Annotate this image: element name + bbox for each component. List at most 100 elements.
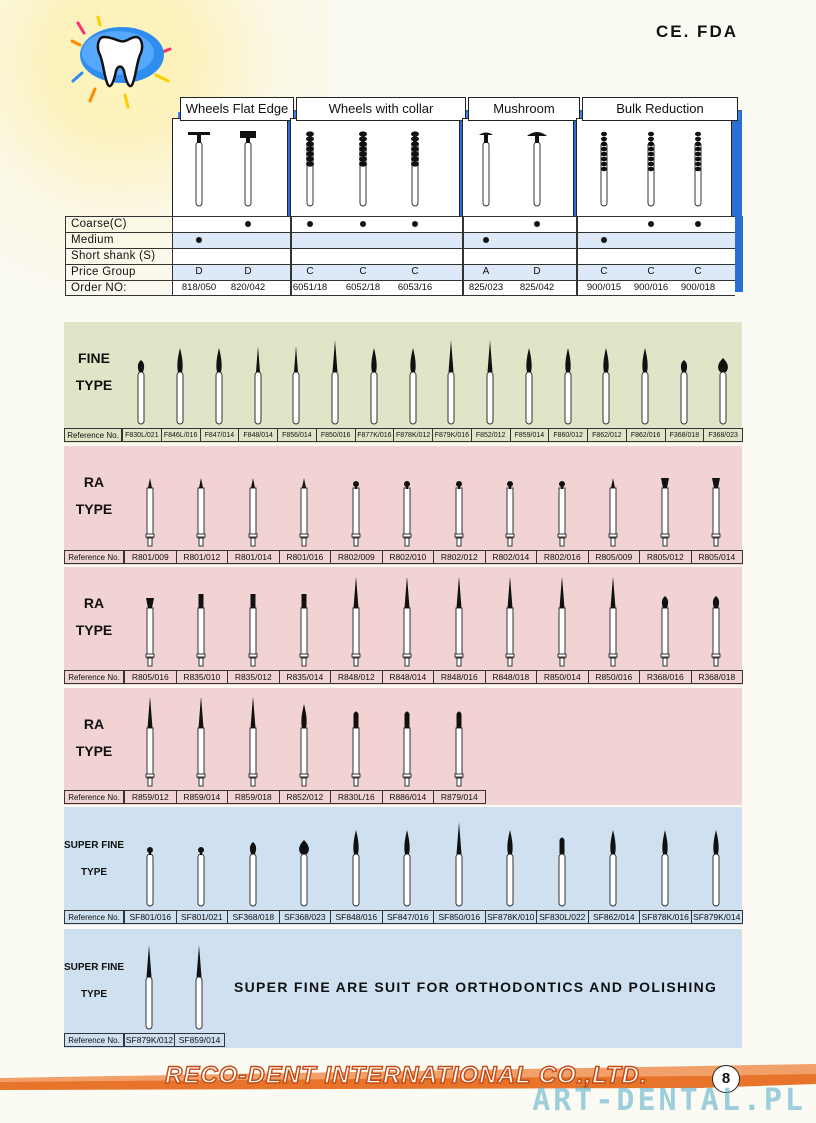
slogan-text: SUPER FINE ARE SUIT FOR ORTHODONTICS AND… xyxy=(234,979,718,995)
reference-cell: R852/012 xyxy=(278,790,331,804)
bur-icon xyxy=(525,348,533,425)
bur-panel: FINE TYPE Reference No. F830L/021 F846L/016 F… xyxy=(64,322,743,443)
bur-icon xyxy=(403,830,411,907)
reference-cell: F877K/016 xyxy=(354,428,395,442)
bur-tool-icon xyxy=(527,132,547,207)
reference-label: Reference No. xyxy=(64,550,124,564)
bur-icon xyxy=(717,358,728,425)
bur-panel: SUPER FINE TYPE Reference No. SF801/016 SF80… xyxy=(64,807,743,925)
bur-icon xyxy=(195,945,203,1030)
panel-type-subtitle: TYPE xyxy=(80,989,108,1000)
bur-tool-icon xyxy=(694,131,702,207)
reference-cell: F862/012 xyxy=(587,428,627,442)
panel-type-subtitle: TYPE xyxy=(75,377,113,393)
reference-cell: SF862/014 xyxy=(587,910,640,924)
reference-cell: F878K/012 xyxy=(393,428,433,442)
bur-icon xyxy=(505,578,515,667)
bur-icon xyxy=(145,598,155,667)
bur-icon xyxy=(145,478,155,547)
bur-icon xyxy=(299,594,309,667)
price-group-cell: C xyxy=(600,266,608,277)
reference-cell: SF878K/016 xyxy=(639,910,692,924)
reference-cell: R859/014 xyxy=(175,790,228,804)
coarse-dot xyxy=(245,221,251,227)
panel-type-subtitle: TYPE xyxy=(75,501,113,517)
order-number-cell: 900/018 xyxy=(680,282,716,293)
bur-panel: RA TYPE Reference No. R801/009 R801/012 R801/… xyxy=(64,446,743,565)
box-side-shade xyxy=(732,110,742,290)
table-group-divider xyxy=(462,216,464,296)
bur-icon xyxy=(402,711,412,787)
panel-type-title: SUPER FINE xyxy=(64,962,125,973)
bur-tool-icon xyxy=(411,131,419,207)
bur-icon xyxy=(711,596,721,667)
reference-label: Reference No. xyxy=(64,790,124,804)
panel-type-title: RA xyxy=(83,595,105,611)
bur-panel: RA TYPE Reference No. R859/012 R859/014 R859/… xyxy=(64,688,742,805)
bur-icon xyxy=(196,698,206,787)
medium-dot xyxy=(483,237,489,243)
panel-type-subtitle: TYPE xyxy=(75,622,113,638)
bur-icon xyxy=(145,698,155,787)
bur-icon xyxy=(351,711,361,787)
bur-icon xyxy=(602,348,610,425)
bur-icon xyxy=(176,348,184,425)
watermark: ART-DENTAL.PL xyxy=(532,1083,806,1118)
reference-cell: F879K/016 xyxy=(432,428,472,442)
panel-type-title: RA xyxy=(83,716,105,732)
group-title: Wheels Flat Edge xyxy=(180,97,294,121)
bur-icon xyxy=(370,348,378,425)
reference-cell: R368/016 xyxy=(639,670,692,684)
group-title: Mushroom xyxy=(468,97,580,121)
coarse-dot xyxy=(412,221,418,227)
reference-cell: F859/014 xyxy=(509,428,550,442)
price-group-cell: C xyxy=(694,266,702,277)
bur-icon xyxy=(454,578,464,667)
price-group-cell: C xyxy=(647,266,655,277)
reference-label: Reference No. xyxy=(64,670,124,684)
table-row-band xyxy=(172,233,735,248)
bur-icon xyxy=(248,478,258,547)
reference-cell: F852/012 xyxy=(470,428,511,442)
table-row: Medium xyxy=(65,232,735,248)
price-group-cell: C xyxy=(359,266,367,277)
reference-row: Reference No. SF879K/012 SF859/014 xyxy=(64,1033,742,1047)
coarse-dot xyxy=(648,221,654,227)
company-name: RECO-DENT INTERNATIONAL CO.,LTD. xyxy=(164,1061,648,1089)
reference-cell: SF879K/012 xyxy=(124,1033,175,1047)
reference-cell: R805/016 xyxy=(124,670,177,684)
reference-cell: F368/018 xyxy=(664,428,705,442)
reference-cell: R835/010 xyxy=(175,670,228,684)
reference-cell: F860/012 xyxy=(548,428,588,442)
bur-icon xyxy=(409,348,417,425)
reference-cell: SF859/014 xyxy=(174,1033,225,1047)
footer-band xyxy=(0,1058,816,1092)
reference-cell: R848/012 xyxy=(330,670,383,684)
table-label-divider xyxy=(172,216,173,296)
reference-cell: R802/016 xyxy=(536,550,589,564)
reference-cell: F862/016 xyxy=(625,428,666,442)
table-row: Short shank (S) xyxy=(65,248,735,264)
bur-icon xyxy=(351,578,361,667)
reference-cell: R859/012 xyxy=(124,790,177,804)
reference-cell: SF850/016 xyxy=(433,910,486,924)
tooth-logo xyxy=(70,15,175,110)
table-row-label: Price Group xyxy=(71,266,136,278)
bur-tool-icon xyxy=(188,132,210,207)
table-group-divider xyxy=(576,216,578,296)
order-number-cell: 6053/16 xyxy=(397,282,433,293)
bur-icon xyxy=(558,837,566,907)
order-number-cell: 825/042 xyxy=(519,282,555,293)
order-number-cell: 6051/18 xyxy=(292,282,328,293)
bur-tool-icon xyxy=(479,132,493,207)
bur-icon xyxy=(609,830,617,907)
bur-icon xyxy=(505,481,515,547)
table-row-band xyxy=(172,281,735,296)
bur-icon xyxy=(402,578,412,667)
reference-cell: R848/014 xyxy=(381,670,434,684)
bur-icon xyxy=(641,348,649,425)
price-group-cell: C xyxy=(411,266,419,277)
bur-tool-icon xyxy=(647,131,655,207)
bur-icon xyxy=(331,340,339,425)
certification-mark: CE. FDA xyxy=(656,22,738,41)
